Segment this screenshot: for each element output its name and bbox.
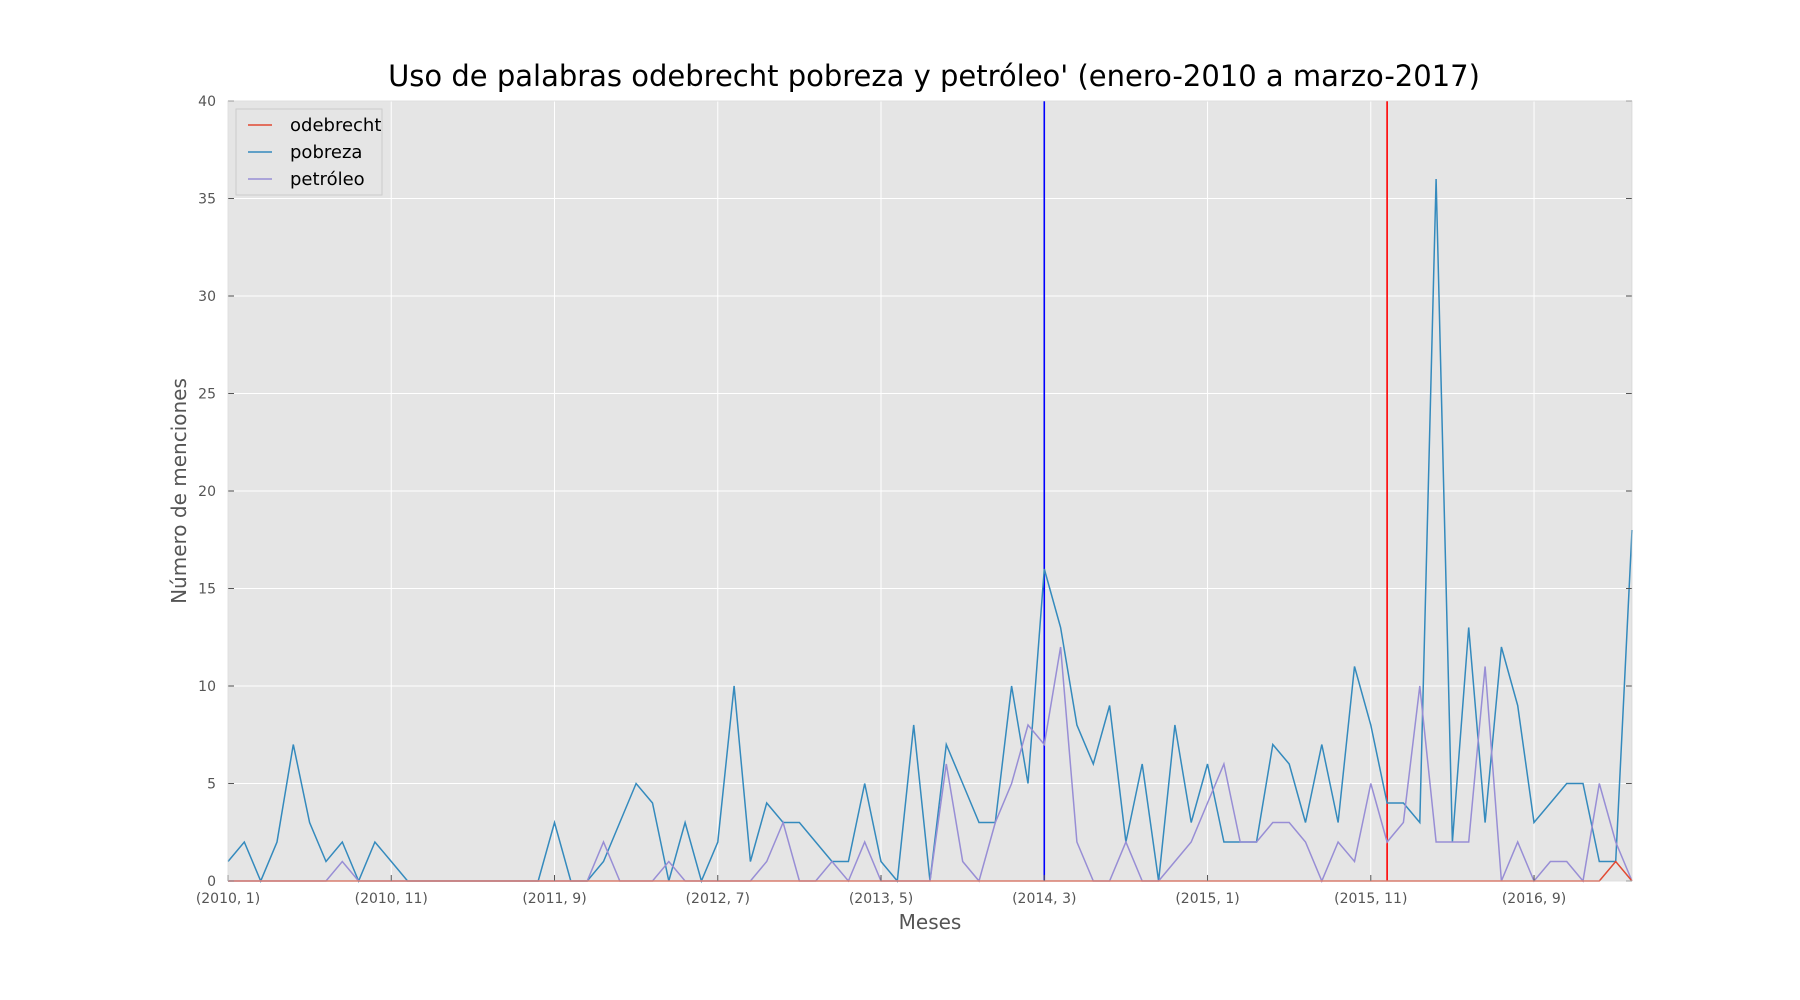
x-tick-label: (2015, 1) bbox=[1175, 891, 1239, 907]
x-tick-label: (2010, 11) bbox=[355, 891, 428, 907]
x-tick-label: (2011, 9) bbox=[522, 891, 586, 907]
y-tick-label: 40 bbox=[198, 94, 216, 110]
x-axis-label: Meses bbox=[899, 910, 962, 934]
legend-label: odebrecht bbox=[290, 115, 381, 136]
chart-title: Uso de palabras odebrecht pobreza y petr… bbox=[388, 59, 1480, 93]
y-tick-label: 10 bbox=[198, 679, 216, 695]
y-tick-label: 35 bbox=[198, 192, 216, 208]
x-tick-label: (2015, 11) bbox=[1334, 891, 1407, 907]
y-axis-label: Número de menciones bbox=[167, 378, 191, 604]
legend-label: petróleo bbox=[290, 169, 365, 190]
plot-border bbox=[227, 100, 1633, 882]
y-tick-label: 15 bbox=[198, 582, 216, 598]
legend-label: pobreza bbox=[290, 142, 362, 163]
x-tick-label: (2012, 7) bbox=[686, 891, 750, 907]
x-axis-ticks: (2010, 1) (2010, 11) (2011, 9) (2012, 7) (20… bbox=[196, 875, 1566, 907]
x-tick-label: (2013, 5) bbox=[849, 891, 913, 907]
y-tick-label: 5 bbox=[207, 777, 216, 793]
x-tick-label: (2016, 9) bbox=[1502, 891, 1566, 907]
y-tick-label: 25 bbox=[198, 387, 216, 403]
y-tick-label: 20 bbox=[198, 484, 216, 500]
y-axis-ticks: 0 5 10 15 20 25 30 35 40 bbox=[198, 94, 1632, 890]
x-tick-label: (2010, 1) bbox=[196, 891, 260, 907]
x-tick-label: (2014, 3) bbox=[1012, 891, 1076, 907]
y-tick-label: 0 bbox=[207, 874, 216, 890]
y-tick-label: 30 bbox=[198, 289, 216, 305]
reference-lines bbox=[1043, 101, 1388, 881]
legend: odebrecht pobreza petróleo bbox=[235, 108, 383, 196]
